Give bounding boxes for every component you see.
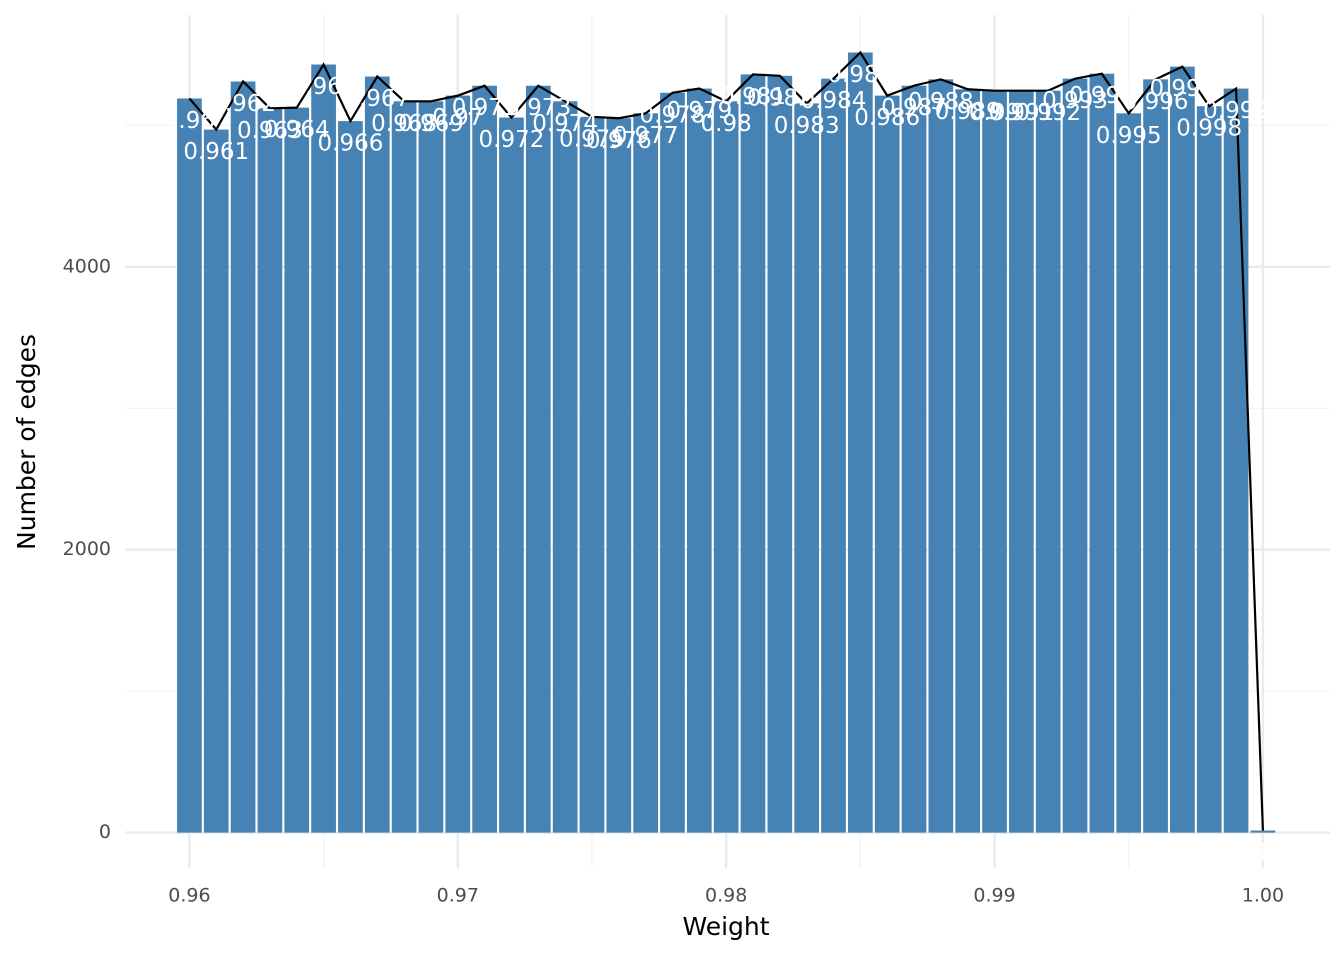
bar bbox=[660, 92, 685, 833]
bar bbox=[901, 85, 927, 833]
point-label: 0.96 bbox=[164, 108, 215, 134]
bar bbox=[418, 101, 444, 833]
bar bbox=[203, 129, 229, 833]
bar bbox=[1170, 66, 1195, 833]
point-label: 0.964 bbox=[264, 117, 330, 143]
point-label: 0.976 bbox=[586, 128, 652, 154]
bar bbox=[1062, 78, 1088, 833]
x-axis-title: Weight bbox=[682, 912, 769, 941]
point-label: 0.962 bbox=[210, 91, 276, 117]
point-label: 0.961 bbox=[183, 139, 249, 165]
point-label: 0.986 bbox=[854, 105, 920, 131]
x-tick-label: 0.98 bbox=[705, 885, 747, 907]
point-label: 0.977 bbox=[613, 123, 679, 149]
point-label: 0.98 bbox=[701, 111, 752, 137]
bar bbox=[445, 95, 471, 833]
bar bbox=[982, 90, 1007, 833]
point-label: 0.998 bbox=[1176, 116, 1242, 142]
point-label: 0.996 bbox=[1123, 89, 1189, 115]
bar bbox=[1223, 88, 1249, 833]
point-label: 0.972 bbox=[479, 127, 545, 153]
x-tick-label: 0.97 bbox=[437, 885, 479, 907]
x-tick-label: 0.96 bbox=[168, 885, 210, 907]
bar bbox=[955, 89, 981, 833]
point-label: 0.981 bbox=[720, 84, 786, 110]
point-label: 0.994 bbox=[1069, 83, 1135, 109]
point-label: 0.99 bbox=[969, 100, 1020, 126]
point-label: 0.967 bbox=[344, 86, 410, 112]
point-label: 0.978 bbox=[640, 102, 706, 128]
point-label: 0.992 bbox=[1015, 100, 1081, 126]
point-label: 0.968 bbox=[371, 111, 437, 137]
bar bbox=[821, 78, 846, 833]
bar bbox=[1143, 79, 1168, 833]
point-label: 0.965 bbox=[291, 74, 357, 100]
bar bbox=[579, 116, 605, 833]
bar bbox=[606, 118, 632, 833]
bar bbox=[794, 103, 820, 833]
point-label: 0.995 bbox=[1096, 123, 1162, 149]
point-label: 0.973 bbox=[505, 95, 571, 121]
bar bbox=[1035, 90, 1061, 833]
bar bbox=[874, 95, 900, 833]
bar bbox=[552, 101, 578, 833]
point-label: 0.974 bbox=[532, 111, 598, 137]
bar bbox=[1089, 73, 1115, 833]
point-label: 0.987 bbox=[881, 95, 947, 121]
y-tick-label: 0 bbox=[99, 821, 111, 843]
bar bbox=[1250, 830, 1276, 833]
bar bbox=[257, 108, 283, 833]
bar bbox=[472, 85, 497, 833]
point-label: 0.989 bbox=[935, 99, 1001, 125]
point-label: 0.984 bbox=[801, 88, 867, 114]
point-label: 0.983 bbox=[774, 113, 840, 139]
bar bbox=[928, 79, 954, 833]
point-label: 0.991 bbox=[988, 100, 1054, 126]
bar bbox=[284, 107, 310, 833]
y-tick-label: 4000 bbox=[63, 255, 111, 277]
x-tick-label: 0.99 bbox=[973, 885, 1015, 907]
bar bbox=[1196, 106, 1222, 833]
bar bbox=[230, 81, 256, 833]
trend-line bbox=[188, 50, 1265, 831]
point-label: 0.963 bbox=[237, 118, 303, 144]
point-label: 0.971 bbox=[452, 95, 518, 121]
point-label: 0.985 bbox=[827, 62, 893, 88]
bar bbox=[767, 75, 793, 833]
bar bbox=[338, 121, 363, 833]
bar bbox=[311, 64, 336, 833]
point-label: 0.999 bbox=[1203, 98, 1269, 124]
point-label: 0.982 bbox=[747, 85, 813, 111]
bar bbox=[1116, 113, 1142, 833]
bar bbox=[499, 117, 524, 833]
point-label: 0.979 bbox=[666, 98, 732, 124]
bar bbox=[525, 85, 551, 833]
point-label: 0.966 bbox=[318, 131, 384, 157]
x-tick-label: 1.00 bbox=[1242, 885, 1284, 907]
y-tick-label: 2000 bbox=[63, 538, 111, 560]
bar bbox=[848, 52, 873, 833]
point-label: 0.997 bbox=[1149, 76, 1215, 102]
bar bbox=[633, 113, 658, 833]
point-label: 0.969 bbox=[398, 111, 464, 137]
point-label: 0.988 bbox=[908, 89, 974, 115]
bar bbox=[177, 98, 202, 833]
point-label: 0.97 bbox=[432, 105, 483, 131]
bar bbox=[1009, 90, 1034, 833]
bar bbox=[364, 76, 390, 833]
bar bbox=[686, 88, 712, 833]
bar bbox=[740, 74, 766, 833]
point-label: 0.993 bbox=[1042, 88, 1108, 114]
bar bbox=[713, 101, 739, 833]
y-axis-title: Number of edges bbox=[12, 334, 41, 550]
bar bbox=[391, 101, 417, 833]
point-label: 0.975 bbox=[559, 126, 625, 152]
point-label: 1 bbox=[1256, 840, 1271, 866]
